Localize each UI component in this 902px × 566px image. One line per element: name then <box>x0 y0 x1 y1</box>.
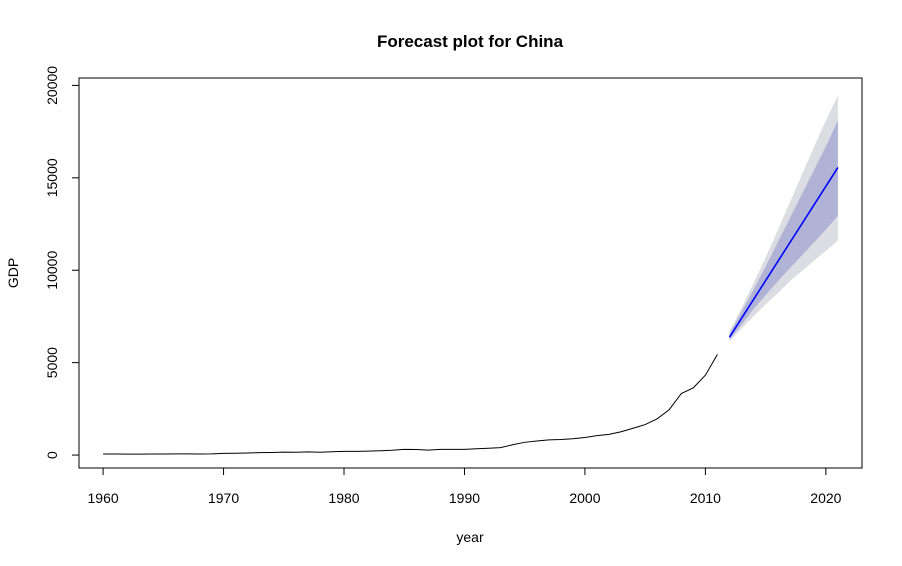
y-tick-label: 5000 <box>44 347 60 378</box>
series-forecast-line <box>728 167 839 338</box>
y-axis: 0 5000 10000 15000 20000 <box>44 66 80 459</box>
x-tick-label: 1970 <box>208 490 239 506</box>
plot-frame <box>78 77 863 469</box>
series-history-line <box>103 354 718 455</box>
x-tick-label: 2010 <box>690 490 721 506</box>
y-tick-label: 20000 <box>44 66 60 105</box>
prediction-intervals <box>729 95 838 342</box>
series-lines <box>103 167 839 455</box>
y-tick-label: 0 <box>44 451 60 459</box>
band-80 <box>729 120 838 340</box>
x-tick-label: 1980 <box>328 490 359 506</box>
x-axis-label: year <box>456 529 484 545</box>
x-tick-label: 1960 <box>88 490 119 506</box>
chart-title: Forecast plot for China <box>377 32 564 51</box>
y-tick-label: 15000 <box>44 158 60 197</box>
x-tick-label: 2020 <box>810 490 841 506</box>
x-tick-label: 2000 <box>569 490 600 506</box>
y-axis-label: GDP <box>5 258 21 288</box>
x-tick-label: 1990 <box>449 490 480 506</box>
y-tick-label: 10000 <box>44 251 60 290</box>
x-axis: 1960 1970 1980 1990 2000 2010 2020 <box>88 467 842 506</box>
band-95 <box>729 95 838 342</box>
